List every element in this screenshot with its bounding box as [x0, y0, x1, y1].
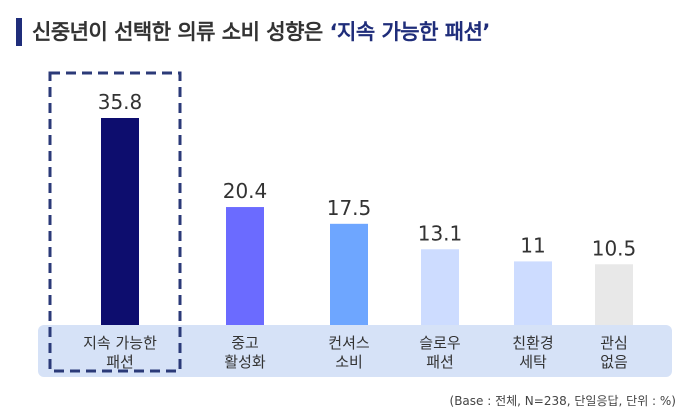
value-label-5: 10.5 — [592, 236, 637, 260]
category-label-1-line-1: 활성화 — [224, 353, 266, 371]
category-label-0-line-0: 지속 가능한 — [83, 334, 157, 352]
category-label-5-line-1: 없음 — [600, 353, 628, 371]
category-label-3-line-0: 슬로우 — [419, 334, 461, 352]
category-band — [38, 325, 672, 377]
category-label-1-line-0: 중고 — [231, 334, 259, 352]
highlight-dashed-box — [48, 71, 182, 373]
bar-3 — [421, 249, 459, 325]
title-prefix: 신중년이 선택한 의류 소비 성향은 — [32, 20, 330, 44]
category-label-4-line-1: 세탁 — [519, 353, 547, 371]
title-accent-bar — [16, 18, 22, 46]
bar-1 — [226, 207, 264, 325]
bar-2 — [330, 223, 368, 325]
category-label-5-line-0: 관심 — [600, 334, 628, 352]
value-label-4: 11 — [520, 233, 545, 257]
category-label-2-line-1: 소비 — [335, 353, 363, 371]
page-title: 신중년이 선택한 의류 소비 성향은 ‘지속 가능한 패션’ — [32, 16, 490, 46]
value-label-1: 20.4 — [223, 179, 268, 203]
base-note: (Base : 전체, N=238, 단일응답, 단위 : %) — [449, 394, 676, 408]
bar-0 — [101, 118, 139, 325]
value-label-3: 13.1 — [418, 221, 463, 245]
bar-5 — [595, 264, 633, 325]
value-label-2: 17.5 — [327, 196, 372, 220]
category-label-4-line-0: 친환경 — [512, 334, 553, 352]
bar-4 — [514, 261, 552, 325]
title-highlight: ‘지속 가능한 패션’ — [329, 20, 491, 44]
category-label-3-line-1: 패션 — [426, 353, 454, 371]
category-label-2-line-0: 컨셔스 — [328, 334, 370, 352]
category-label-0-line-1: 패션 — [106, 353, 134, 371]
value-label-0: 35.8 — [98, 90, 143, 114]
